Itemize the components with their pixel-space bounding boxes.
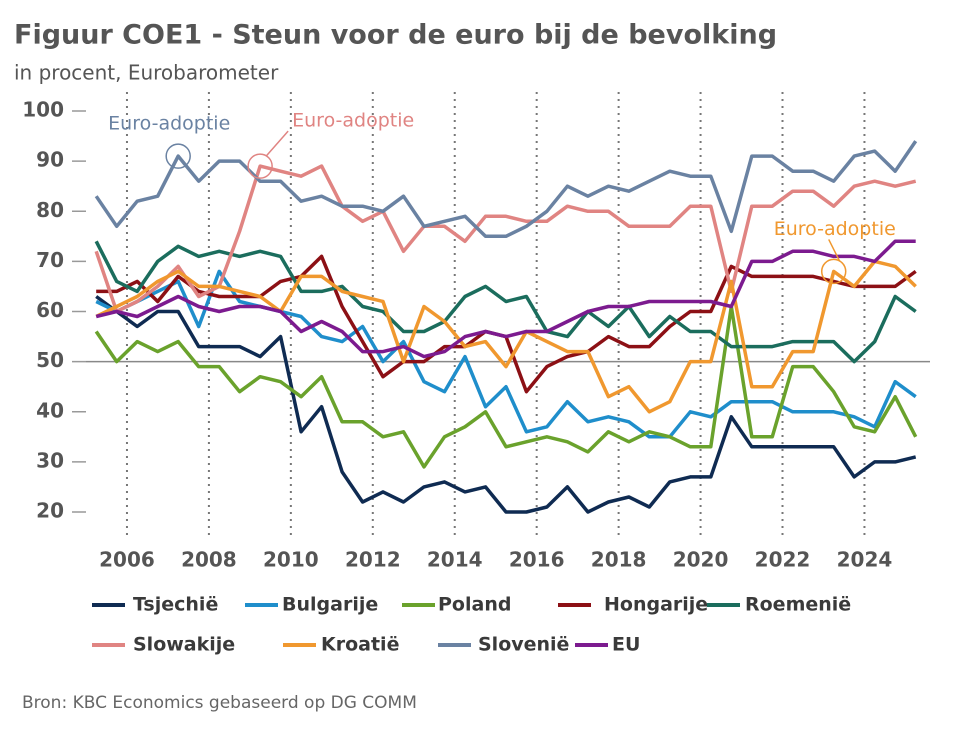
legend-label: Poland xyxy=(438,594,511,616)
annotation-label: Euro-adoptie xyxy=(292,110,414,132)
annotation-circle xyxy=(820,258,847,285)
annotation-label: Euro-adoptie xyxy=(774,218,896,240)
y-tick-label: 20 xyxy=(36,499,64,523)
legend-label: Kroatië xyxy=(321,634,399,656)
series-line xyxy=(94,140,918,239)
chart-subtitle: in procent, Eurobarometer xyxy=(14,61,279,85)
series-line xyxy=(94,164,917,314)
x-tick-label: 2018 xyxy=(591,548,647,572)
annotation-leader xyxy=(265,130,289,157)
x-tick-label: 2016 xyxy=(509,548,565,572)
legend-label: Roemenië xyxy=(745,594,851,616)
chart-title: Figuur COE1 - Steun voor de euro bij de … xyxy=(14,20,777,51)
x-tick-label: 2024 xyxy=(837,548,893,572)
y-tick-label: 90 xyxy=(36,148,64,172)
y-tick-label: 50 xyxy=(36,348,64,372)
legend-label: Slovenië xyxy=(478,634,569,656)
x-tick-label: 2012 xyxy=(345,548,401,572)
legend-label: Bulgarije xyxy=(282,594,378,616)
y-tick-label: 80 xyxy=(36,198,64,222)
y-tick-label: 60 xyxy=(36,298,64,322)
y-tick-label: 40 xyxy=(36,398,64,422)
y-tick-label: 100 xyxy=(22,98,64,122)
legend-label: Hongarije xyxy=(604,594,708,616)
series-line xyxy=(94,304,918,469)
y-tick-label: 70 xyxy=(36,248,64,272)
series-line xyxy=(95,295,917,514)
x-tick-label: 2006 xyxy=(99,548,155,572)
series-line xyxy=(95,239,916,359)
legend-label: EU xyxy=(612,634,640,656)
series-line xyxy=(94,240,917,364)
legend-label: Tsjechië xyxy=(133,594,218,616)
annotation-circle xyxy=(247,153,273,179)
x-tick-label: 2020 xyxy=(673,548,729,572)
x-tick-label: 2022 xyxy=(755,548,811,572)
series-line xyxy=(95,259,917,414)
x-tick-label: 2010 xyxy=(263,548,319,572)
annotation-leader xyxy=(828,239,841,262)
y-tick-label: 30 xyxy=(36,448,64,472)
x-tick-label: 2008 xyxy=(181,548,237,572)
legend-label: Slowakije xyxy=(133,634,235,656)
annotation-label: Euro-adoptie xyxy=(108,113,230,135)
x-tick-label: 2014 xyxy=(427,548,483,572)
source: Bron: KBC Economics gebaseerd op DG COMM xyxy=(22,693,417,713)
annotation-circle xyxy=(165,143,191,169)
